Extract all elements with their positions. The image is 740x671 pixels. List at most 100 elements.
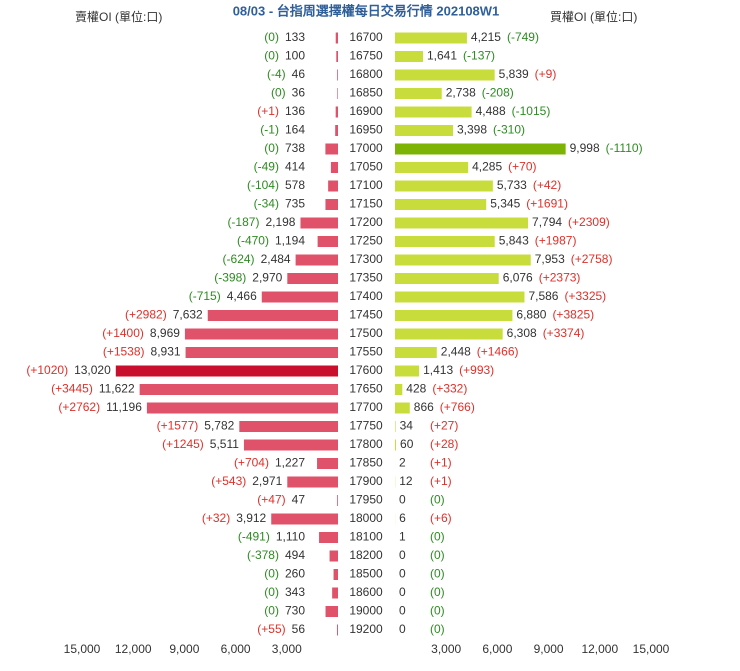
value-label: 34 [400, 419, 414, 433]
category-label: 17950 [349, 493, 383, 507]
value-label: 7,794 [532, 215, 562, 229]
value-label: 3,912 [236, 511, 266, 525]
left-axis-label: 賣權OI (單位:口) [75, 9, 162, 24]
category-label: 17900 [349, 474, 383, 488]
value-label: 2,484 [261, 252, 291, 266]
change-label: (+332) [432, 382, 467, 396]
change-label: (-208) [482, 86, 514, 100]
bar [395, 51, 424, 62]
chart-title: 08/03 - 台指周選擇權每日交易行情 202108W1 [233, 3, 500, 18]
change-label: (+2309) [568, 215, 610, 229]
category-label: 16800 [349, 67, 383, 81]
change-label: (+1691) [526, 197, 568, 211]
value-label: 6,076 [503, 271, 533, 285]
value-label: 2,448 [441, 345, 471, 359]
bar [239, 421, 338, 432]
bar [184, 328, 338, 340]
value-label: 1,413 [423, 363, 453, 377]
category-label: 17050 [349, 160, 383, 174]
bar [395, 88, 442, 99]
value-label: 5,511 [210, 437, 239, 451]
change-label: (0) [430, 604, 445, 618]
change-label: (-624) [223, 252, 255, 266]
value-label: 1,110 [276, 530, 305, 544]
value-label: 2,738 [446, 86, 476, 100]
change-label: (+1577) [157, 419, 199, 433]
category-label: 17700 [349, 400, 383, 414]
bar [243, 439, 338, 451]
value-label: 5,733 [497, 178, 527, 192]
value-label: 260 [285, 567, 305, 581]
bar [395, 310, 513, 321]
bar [395, 217, 529, 229]
bar [337, 495, 338, 506]
change-label: (+704) [234, 456, 269, 470]
x-tick-label: 15,000 [64, 642, 101, 656]
change-label: (-398) [214, 271, 246, 285]
change-label: (-491) [238, 530, 270, 544]
change-label: (-4) [267, 67, 286, 81]
value-label: 6,308 [507, 326, 537, 340]
value-label: 136 [285, 104, 305, 118]
change-label: (-749) [507, 30, 539, 44]
value-label: 4,215 [471, 30, 501, 44]
change-label: (-49) [254, 160, 279, 174]
category-label: 17250 [349, 234, 383, 248]
value-label: 11,196 [106, 400, 142, 414]
change-label: (-378) [247, 548, 279, 562]
change-label: (+3445) [51, 382, 93, 396]
value-label: 6,880 [516, 308, 546, 322]
value-label: 738 [285, 141, 305, 155]
change-label: (0) [264, 585, 279, 599]
value-label: 2,970 [252, 271, 282, 285]
change-label: (+2982) [125, 308, 167, 322]
value-label: 100 [285, 49, 305, 63]
category-label: 17550 [349, 345, 383, 359]
x-tick-label: 12,000 [581, 642, 618, 656]
value-label: 47 [292, 493, 306, 507]
value-label: 0 [399, 567, 406, 581]
value-label: 4,488 [476, 104, 506, 118]
bar [337, 69, 338, 81]
change-label: (+1466) [477, 345, 519, 359]
value-label: 0 [399, 622, 406, 636]
change-label: (+1) [430, 456, 452, 470]
category-label: 18600 [349, 585, 383, 599]
category-label: 19000 [349, 604, 383, 618]
change-label: (0) [430, 493, 445, 507]
x-tick-label: 12,000 [115, 642, 152, 656]
change-label: (+3325) [564, 289, 606, 303]
category-label: 18200 [349, 548, 383, 562]
value-label: 0 [399, 585, 406, 599]
bar [395, 69, 495, 81]
category-label: 16700 [349, 30, 383, 44]
value-label: 494 [285, 548, 305, 562]
change-label: (+9) [535, 67, 557, 81]
category-label: 17000 [349, 141, 383, 155]
value-label: 5,843 [499, 234, 529, 248]
bar [395, 421, 396, 432]
change-label: (+3825) [552, 308, 594, 322]
change-label: (0) [430, 622, 445, 636]
bar [395, 439, 397, 451]
value-label: 1,227 [275, 456, 305, 470]
bar [335, 32, 338, 44]
value-label: 6 [399, 511, 406, 525]
change-label: (-470) [237, 234, 269, 248]
category-label: 16750 [349, 49, 383, 63]
change-label: (-187) [227, 215, 259, 229]
x-tick-label: 15,000 [633, 642, 670, 656]
change-label: (+1987) [535, 234, 577, 248]
bar [395, 365, 420, 377]
value-label: 343 [285, 585, 305, 599]
value-label: 8,931 [151, 345, 181, 359]
bar [261, 291, 338, 303]
bar [146, 402, 338, 414]
bar [336, 51, 338, 62]
change-label: (-1110) [606, 141, 643, 155]
bar [332, 587, 338, 599]
change-label: (+70) [508, 160, 536, 174]
change-label: (-34) [254, 197, 279, 211]
change-label: (+3374) [543, 326, 585, 340]
